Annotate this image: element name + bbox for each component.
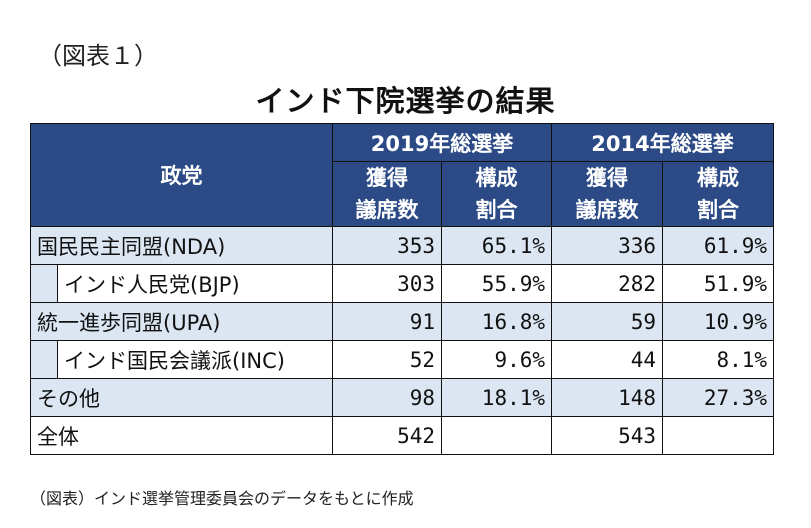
table-row-other: その他 98 18.1% 148 27.3% — [30, 378, 775, 417]
seats-2014: 336 — [551, 226, 664, 265]
share-2019: 18.1% — [440, 378, 553, 417]
source-note: （図表）インド選挙管理委員会のデータをもとに作成 — [30, 489, 414, 508]
seats-2014: 148 — [551, 378, 664, 417]
page-title: インド下院選挙の結果 — [255, 84, 556, 118]
party-name: インド人民党(BJP) — [58, 265, 332, 302]
share-2014: 51.9% — [662, 264, 775, 303]
seats-2019: 52 — [332, 340, 442, 379]
share-2019 — [440, 416, 553, 455]
election-2019-header: 2019年総選挙 — [331, 123, 553, 162]
seats-header-2014: 獲得 議席数 — [551, 161, 664, 227]
election-2014-header: 2014年総選挙 — [551, 123, 775, 162]
party-name-cell: インド人民党(BJP) — [30, 264, 333, 303]
seats-header-2019: 獲得 議席数 — [332, 161, 442, 227]
table-row-nda: 国民民主同盟(NDA) 353 65.1% 336 61.9% — [30, 226, 775, 265]
party-name: 国民民主同盟(NDA) — [30, 226, 333, 265]
share-2014: 10.9% — [662, 302, 775, 341]
share-2019: 16.8% — [440, 302, 553, 341]
party-name-cell: インド国民会議派(INC) — [30, 340, 333, 379]
party-header: 政党 — [30, 123, 333, 227]
seats-2019: 91 — [332, 302, 442, 341]
party-name: インド国民会議派(INC) — [58, 341, 332, 378]
table-row-inc: インド国民会議派(INC) 52 9.6% 44 8.1% — [30, 340, 775, 379]
party-name: 全体 — [30, 416, 333, 455]
table-row-total: 全体 542 543 — [30, 416, 775, 455]
party-name: その他 — [30, 378, 333, 417]
share-header-2014: 構成 割合 — [662, 161, 775, 227]
share-2014 — [662, 416, 775, 455]
share-2014: 27.3% — [662, 378, 775, 417]
party-name: 統一進歩同盟(UPA) — [30, 302, 333, 341]
table-row-upa: 統一進歩同盟(UPA) 91 16.8% 59 10.9% — [30, 302, 775, 341]
table-row-bjp: インド人民党(BJP) 303 55.9% 282 51.9% — [30, 264, 775, 303]
share-header-2019: 構成 割合 — [440, 161, 553, 227]
seats-2014: 59 — [551, 302, 664, 341]
seats-2019: 98 — [332, 378, 442, 417]
seats-2014: 282 — [551, 264, 664, 303]
seats-2019: 353 — [332, 226, 442, 265]
election-results-table: 政党 2019年総選挙 2014年総選挙 獲得 議席数 構成 割合 獲得 議席数 構成… — [30, 123, 775, 455]
seats-2014: 44 — [551, 340, 664, 379]
share-2014: 61.9% — [662, 226, 775, 265]
share-2019: 65.1% — [440, 226, 553, 265]
share-2019: 9.6% — [440, 340, 553, 379]
seats-2019: 542 — [332, 416, 442, 455]
seats-2019: 303 — [332, 264, 442, 303]
share-2014: 8.1% — [662, 340, 775, 379]
share-2019: 55.9% — [440, 264, 553, 303]
seats-2014: 543 — [551, 416, 664, 455]
figure-label: （図表１） — [38, 42, 158, 70]
